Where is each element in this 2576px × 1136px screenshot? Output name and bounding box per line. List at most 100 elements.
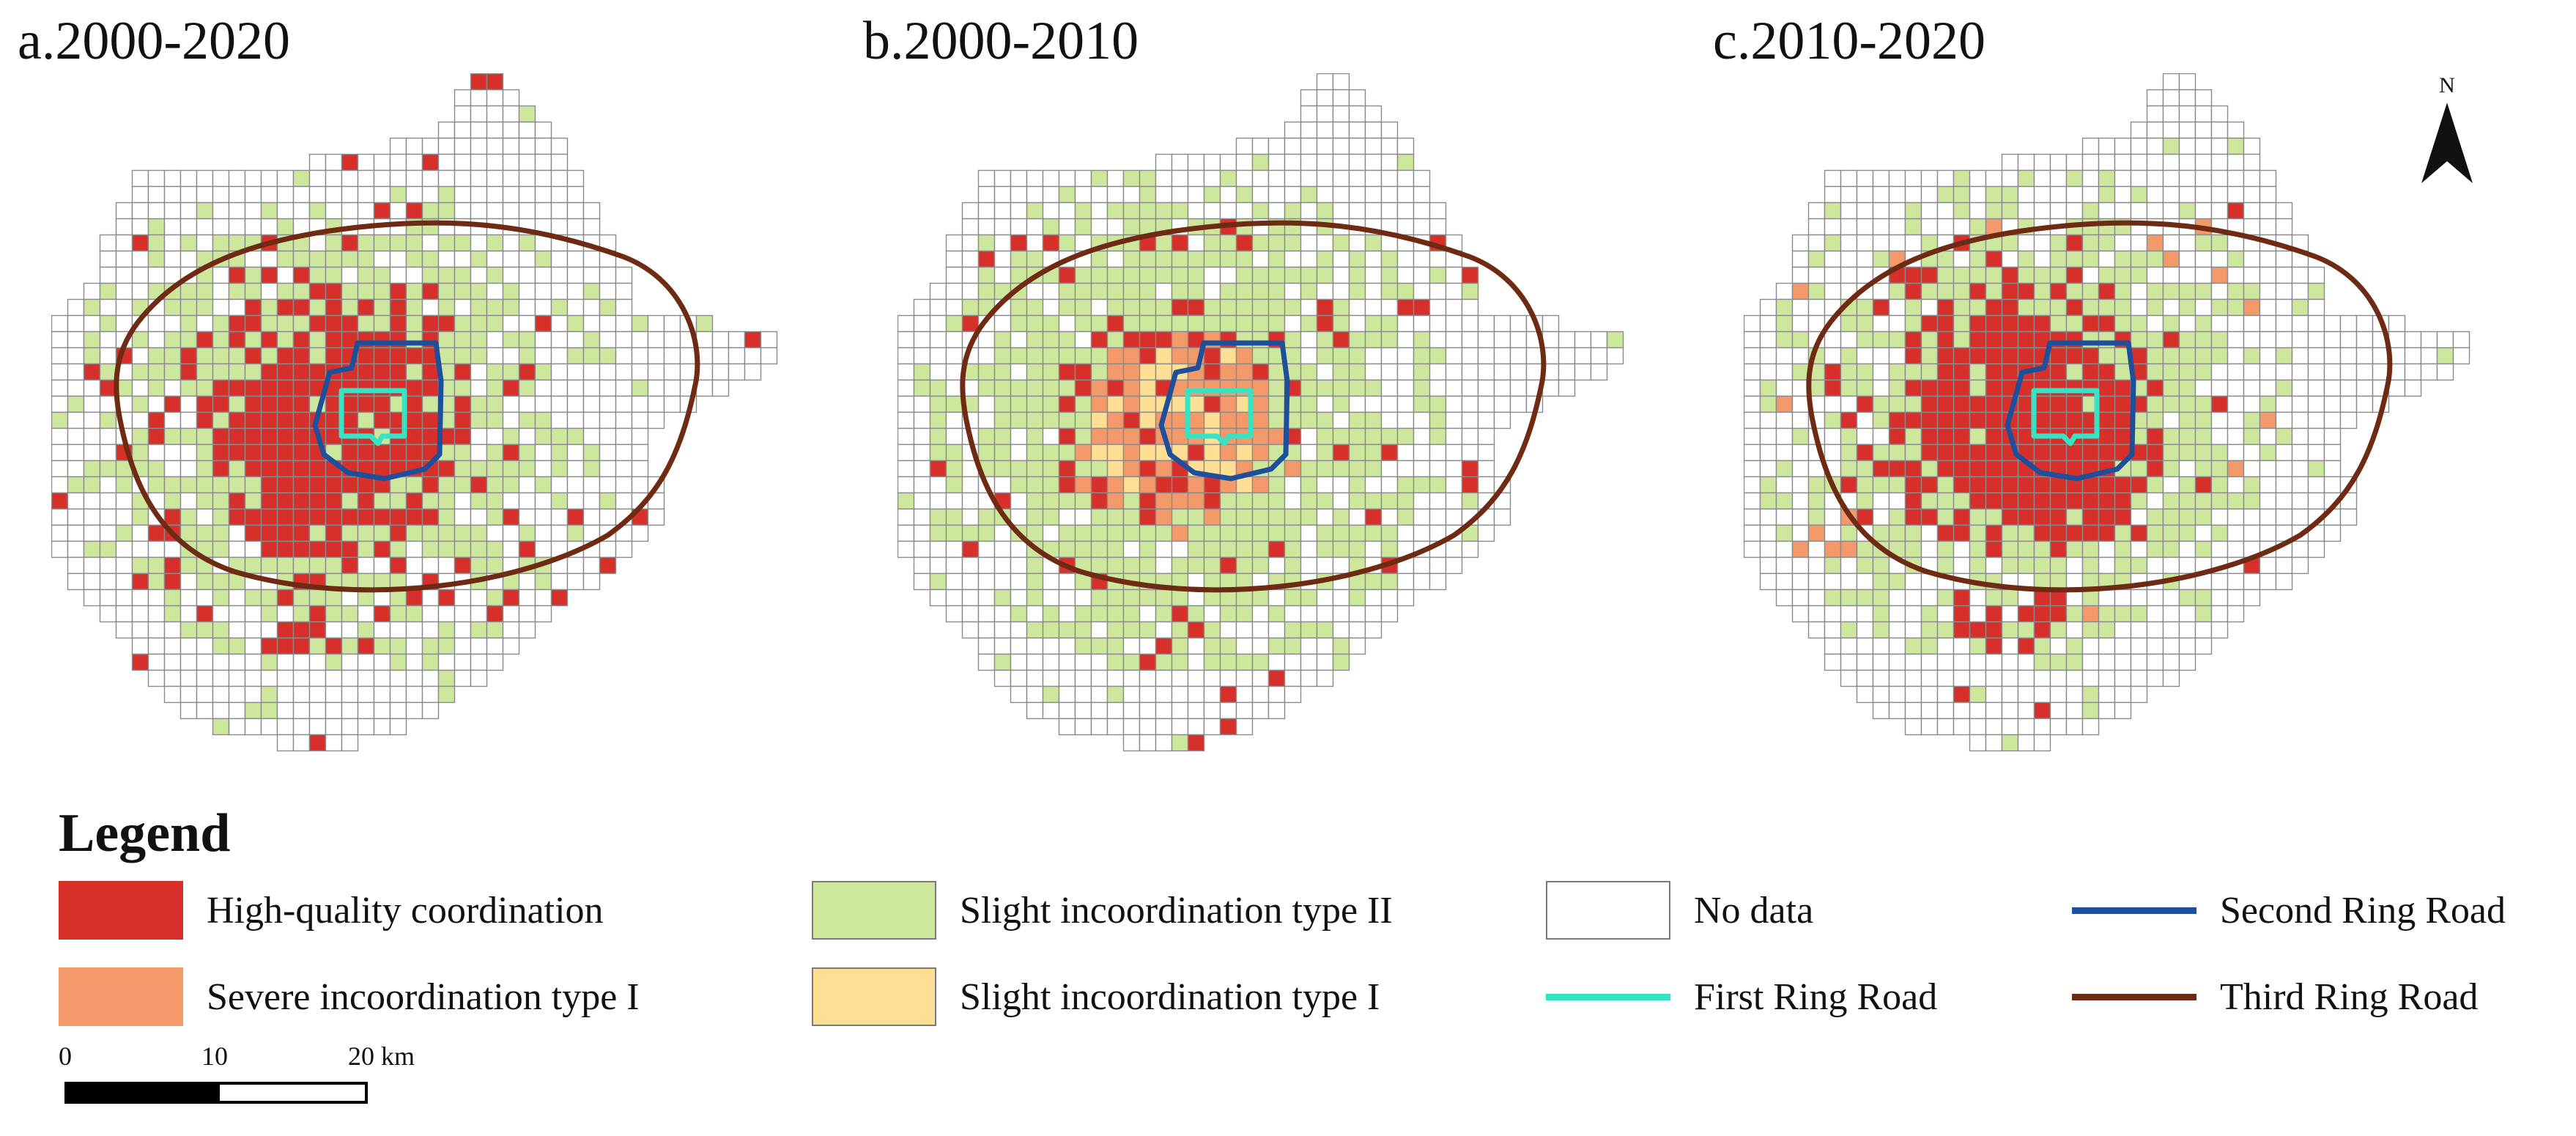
grid-cell-slight2 xyxy=(1348,427,1366,446)
grid-cell-slight2 xyxy=(1267,266,1286,284)
grid-cell-nodata xyxy=(1219,185,1237,204)
grid-cell-nodata xyxy=(1856,169,1874,188)
grid-cell-nodata xyxy=(945,363,963,381)
grid-cell-high xyxy=(2033,524,2051,542)
grid-cell-high xyxy=(1364,508,1383,526)
grid-cell-nodata xyxy=(212,298,230,317)
grid-cell-high xyxy=(1920,427,1939,446)
grid-cell-slight2 xyxy=(2114,266,2132,284)
grid-cell-nodata xyxy=(1155,685,1173,704)
grid-cell-nodata xyxy=(1775,347,1794,365)
grid-cell-nodata xyxy=(502,105,520,123)
grid-cell-nodata xyxy=(1026,637,1044,655)
grid-cell-nodata xyxy=(1396,363,1415,381)
grid-cell-nodata xyxy=(1969,734,1987,752)
grid-cell-slight2 xyxy=(1026,395,1044,413)
grid-cell-nodata xyxy=(728,363,746,381)
grid-cell-nodata xyxy=(163,411,182,429)
grid-cell-nodata xyxy=(1840,605,1858,623)
grid-cell-slight2 xyxy=(2001,556,2019,575)
grid-cell-slight2 xyxy=(1316,443,1334,462)
grid-cell-nodata xyxy=(341,701,359,720)
grid-cell-slight2 xyxy=(1824,234,1842,252)
grid-cell-slight2 xyxy=(2162,508,2180,526)
grid-cell-nodata xyxy=(1904,605,1922,623)
grid-cell-nodata xyxy=(1380,363,1399,381)
grid-cell-slight2 xyxy=(1332,395,1350,413)
grid-cell-nodata xyxy=(534,443,552,462)
grid-cell-nodata xyxy=(1558,379,1576,397)
grid-cell-nodata xyxy=(83,556,101,575)
grid-cell-slight2 xyxy=(1139,589,1157,607)
grid-cell-high xyxy=(2146,427,2164,446)
legend-swatch-high-quality xyxy=(59,881,183,940)
map-panel-b xyxy=(897,73,1624,752)
grid-cell-slight2 xyxy=(1187,314,1205,333)
grid-cell-nodata xyxy=(51,508,69,526)
grid-cell-slight2 xyxy=(1824,556,1842,575)
grid-cell-nodata xyxy=(1590,331,1608,349)
grid-cell-high xyxy=(228,411,246,429)
grid-cell-nodata xyxy=(260,282,278,300)
grid-cell-slight2 xyxy=(2162,460,2180,478)
grid-cell-slight2 xyxy=(1267,379,1286,397)
grid-cell-nodata xyxy=(550,508,569,526)
grid-cell-nodata xyxy=(1251,637,1270,655)
grid-cell-nodata xyxy=(2210,202,2229,220)
grid-cell-severe1 xyxy=(2227,460,2245,478)
grid-cell-high xyxy=(325,314,343,333)
grid-cell-slight2 xyxy=(1139,556,1157,575)
grid-cell-slight2 xyxy=(1840,460,1858,478)
grid-cell-slight2 xyxy=(454,266,472,284)
grid-cell-nodata xyxy=(2452,347,2470,365)
grid-cell-slight2 xyxy=(1074,492,1092,510)
grid-cell-slight2 xyxy=(1775,524,1794,542)
grid-cell-high xyxy=(1155,331,1173,349)
grid-cell-nodata xyxy=(534,169,552,188)
grid-cell-nodata xyxy=(1300,524,1318,542)
grid-cell-nodata xyxy=(897,347,915,365)
grid-cell-slight2 xyxy=(212,411,230,429)
grid-cell-nodata xyxy=(2243,443,2261,462)
grid-cell-nodata xyxy=(2162,266,2180,284)
grid-cell-nodata xyxy=(1332,411,1350,429)
grid-cell-slight2 xyxy=(308,589,327,607)
grid-cell-high xyxy=(244,314,262,333)
grid-cell-slight2 xyxy=(2017,266,2035,284)
grid-cell-nodata xyxy=(1380,411,1399,429)
third-ring-road-line xyxy=(114,220,700,593)
grid-cell-nodata xyxy=(993,314,1012,333)
grid-cell-slight2 xyxy=(502,476,520,494)
grid-cell-nodata xyxy=(1953,701,1971,720)
grid-cell-slight2 xyxy=(228,363,246,381)
grid-cell-nodata xyxy=(179,669,198,687)
grid-cell-slight2 xyxy=(1219,314,1237,333)
grid-cell-slight2 xyxy=(147,234,166,252)
grid-cell-nodata xyxy=(695,331,714,349)
grid-cell-nodata xyxy=(502,395,520,413)
grid-cell-slight2 xyxy=(2243,476,2261,494)
grid-cell-severe1 xyxy=(1187,476,1205,494)
grid-cell-high xyxy=(2017,282,2035,300)
grid-cell-slight2 xyxy=(2227,282,2245,300)
grid-cell-slight2 xyxy=(1920,637,1939,655)
grid-cell-nodata xyxy=(1364,540,1383,558)
grid-cell-slight2 xyxy=(1235,282,1254,300)
grid-cell-nodata xyxy=(1429,363,1447,381)
grid-cell-nodata xyxy=(1936,218,1955,236)
grid-cell-nodata xyxy=(196,701,214,720)
grid-cell-nodata xyxy=(993,218,1012,236)
grid-cell-nodata xyxy=(1445,411,1463,429)
grid-cell-nodata xyxy=(228,718,246,736)
grid-cell-nodata xyxy=(357,669,375,687)
grid-cell-high xyxy=(373,605,391,623)
grid-cell-nodata xyxy=(1477,476,1495,494)
grid-cell-high xyxy=(276,492,295,510)
grid-cell-slight2 xyxy=(147,250,166,268)
grid-cell-nodata xyxy=(1316,669,1334,687)
grid-cell-nodata xyxy=(196,218,214,236)
grid-cell-nodata xyxy=(1477,347,1495,365)
grid-cell-slight2 xyxy=(357,266,375,284)
grid-cell-slight2 xyxy=(1872,572,1890,591)
